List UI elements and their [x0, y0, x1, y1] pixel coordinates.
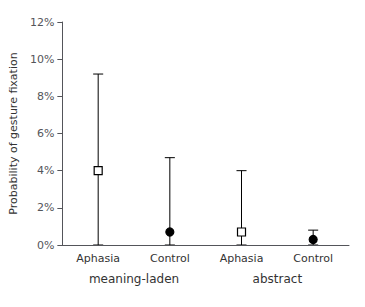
svg-text:Probability of gesture fixatio: Probability of gesture fixation: [7, 52, 20, 214]
svg-text:6%: 6%: [37, 127, 54, 140]
svg-text:meaning-laden: meaning-laden: [89, 272, 179, 286]
svg-text:4%: 4%: [37, 164, 54, 177]
svg-text:Aphasia: Aphasia: [220, 252, 264, 265]
svg-text:2%: 2%: [37, 201, 54, 214]
svg-text:Control: Control: [150, 252, 190, 265]
svg-text:0%: 0%: [37, 239, 54, 252]
svg-text:Control: Control: [293, 252, 333, 265]
svg-text:10%: 10%: [30, 53, 54, 66]
svg-text:12%: 12%: [30, 16, 54, 29]
svg-text:Aphasia: Aphasia: [76, 252, 120, 265]
svg-text:8%: 8%: [37, 90, 54, 103]
svg-text:abstract: abstract: [253, 272, 303, 286]
